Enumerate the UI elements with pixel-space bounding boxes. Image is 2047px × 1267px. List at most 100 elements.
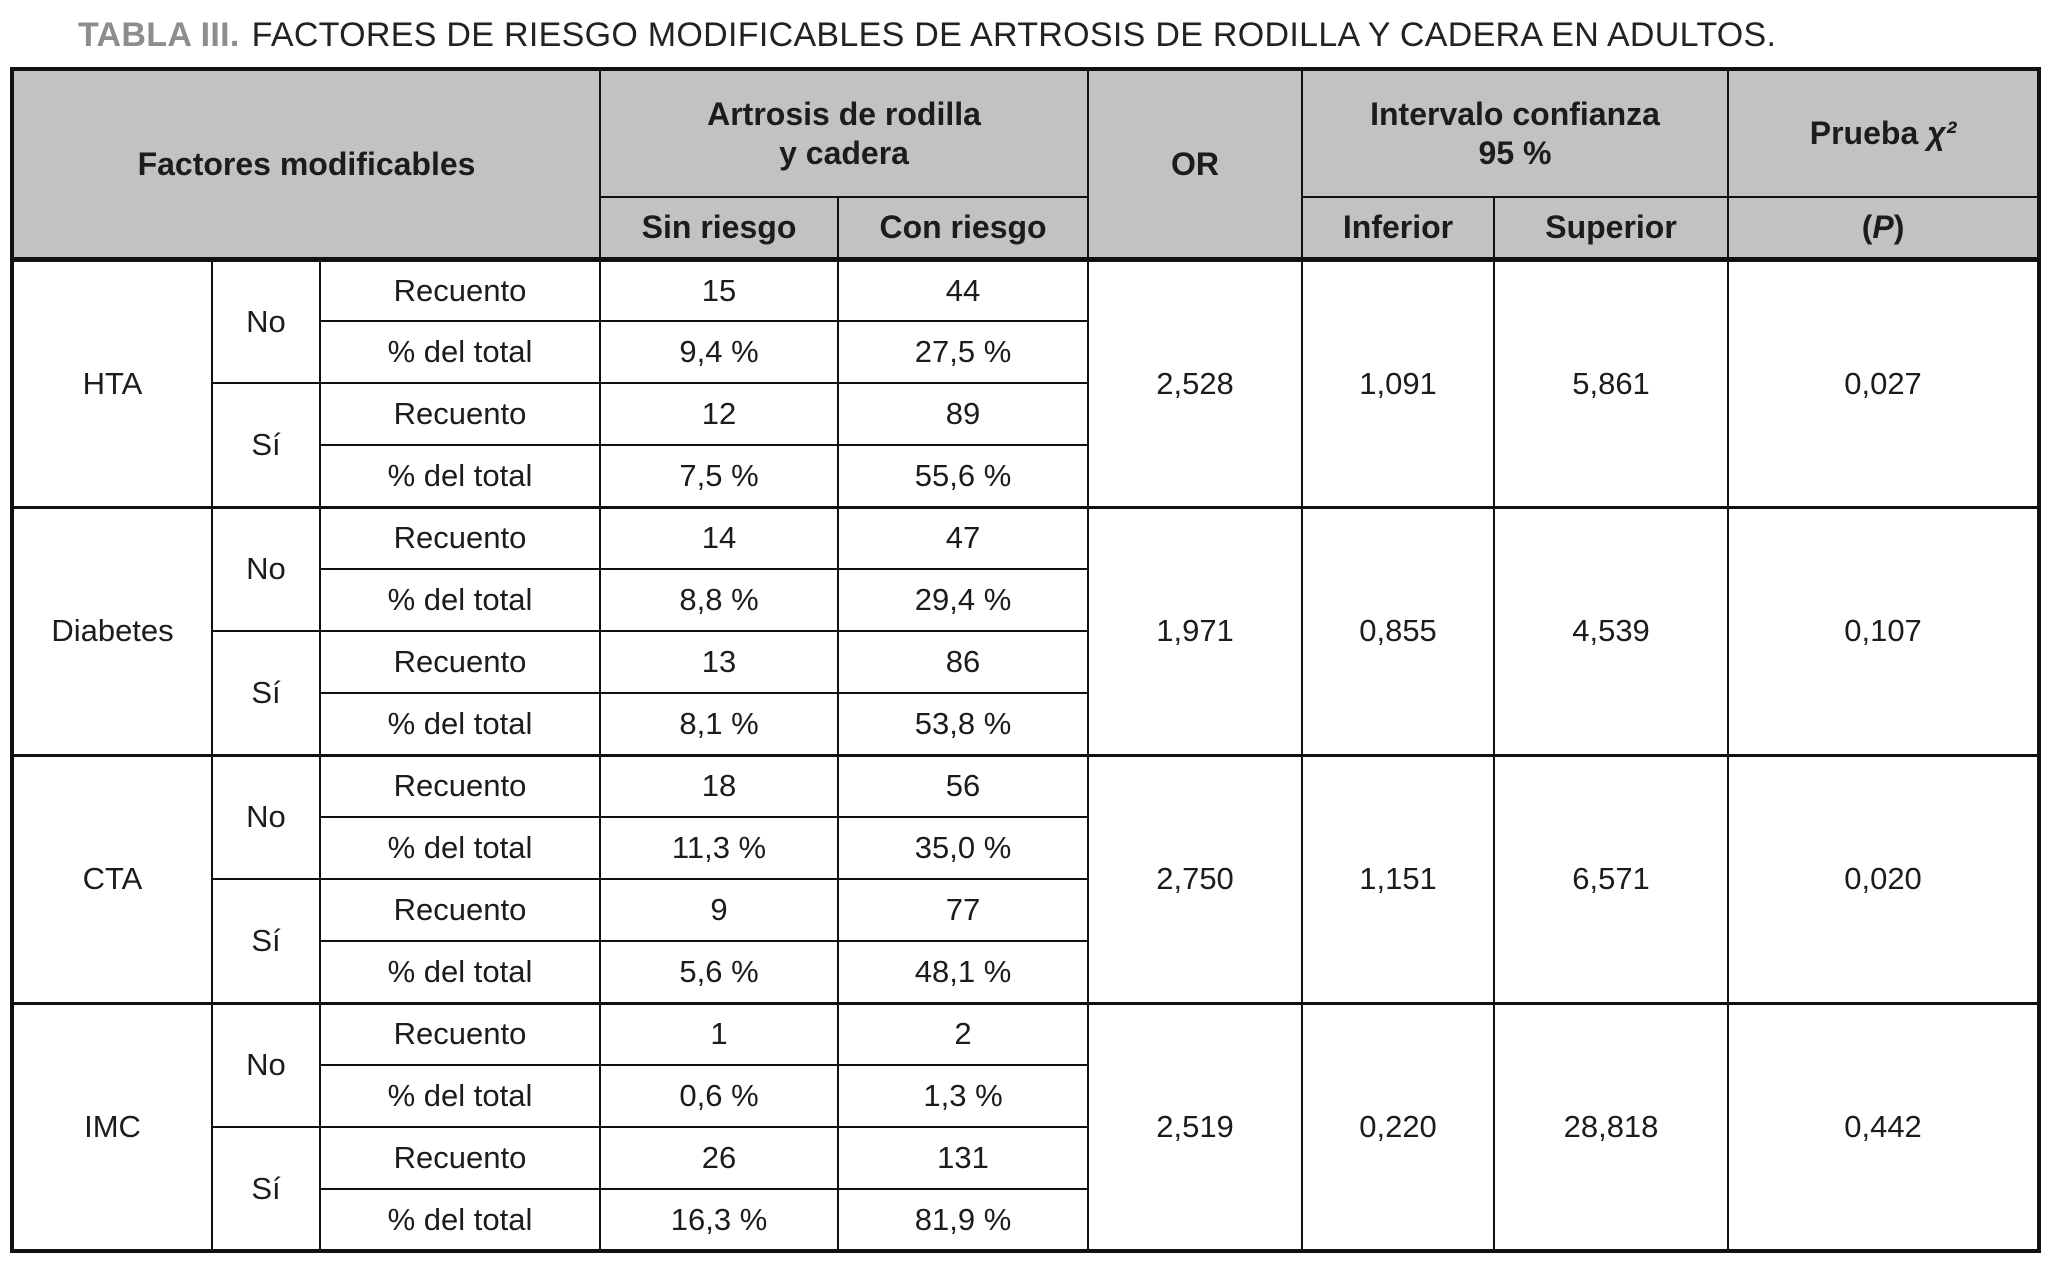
header-prueba-word: Prueba: [1809, 115, 1919, 152]
factor-cell-diabetes: Diabetes: [11, 505, 213, 756]
recuento-label: Recuento: [318, 256, 602, 322]
table-row: % del total 5,6 % 48,1 %: [12, 940, 2039, 1004]
value-sin-riesgo: 11,3 %: [599, 816, 840, 880]
table-caption: TABLA III. FACTORES DE RIESGO MODIFICABLE…: [78, 16, 2047, 55]
table-row: Sí Recuento 9 77: [12, 878, 2039, 1004]
answer-no-cell: No: [211, 1001, 321, 1128]
table-row: % del total 11,3 % 35,0 %: [12, 816, 2039, 880]
value-con-riesgo: 35,0 %: [837, 816, 1090, 880]
risk-factors-table: Factores modificables Artrosis de rodill…: [10, 67, 2042, 1253]
value-sin-riesgo: 12: [599, 382, 840, 446]
value-con-riesgo: 44: [837, 256, 1090, 322]
header-inferior: Inferior: [1301, 196, 1496, 260]
recuento-label: Recuento: [318, 382, 602, 446]
table-row: Diabetes No Recuento 14 47 1,971 0,855 4…: [11, 505, 2041, 756]
value-con-riesgo: 89: [837, 382, 1090, 446]
answer-si-cell: Sí: [211, 878, 321, 1004]
value-con-riesgo: 86: [837, 630, 1090, 694]
pct-label: % del total: [318, 444, 602, 508]
answer-si-cell: Sí: [211, 1126, 321, 1252]
value-sin-riesgo: 16,3 %: [599, 1188, 840, 1252]
header-p: (P): [1727, 196, 2041, 260]
or-value: 2,519: [1087, 1001, 1304, 1252]
table-row: % del total 16,3 % 81,9 %: [12, 1188, 2039, 1252]
p-paren-open: (: [1861, 209, 1873, 246]
value-sin-riesgo: 14: [599, 505, 840, 570]
recuento-label: Recuento: [318, 753, 602, 818]
chi-squared-symbol: χ²: [1927, 115, 1957, 152]
value-sin-riesgo: 8,8 %: [599, 568, 840, 632]
ci-inferior-value: 1,091: [1301, 256, 1496, 508]
p-value: 0,442: [1727, 1001, 2041, 1252]
header-sin-riesgo: Sin riesgo: [599, 196, 840, 260]
value-con-riesgo: 56: [837, 753, 1090, 818]
pct-label: % del total: [318, 940, 602, 1004]
p-paren-close: ): [1893, 209, 1905, 246]
ci-superior-value: 6,571: [1493, 753, 1730, 1004]
header-artrosis-rodilla-cadera: Artrosis de rodilla y cadera: [599, 68, 1090, 198]
value-con-riesgo: 27,5 %: [837, 320, 1090, 384]
header-con-riesgo: Con riesgo: [837, 196, 1090, 260]
answer-si-cell: Sí: [211, 630, 321, 756]
value-sin-riesgo: 9,4 %: [599, 320, 840, 384]
table-row: % del total 8,8 % 29,4 %: [12, 568, 2039, 632]
value-con-riesgo: 131: [837, 1126, 1090, 1190]
factor-cell-imc: IMC: [11, 1001, 213, 1252]
or-value: 2,528: [1087, 256, 1304, 508]
value-con-riesgo: 53,8 %: [837, 692, 1090, 756]
value-con-riesgo: 77: [837, 878, 1090, 942]
answer-si-cell: Sí: [211, 382, 321, 508]
value-con-riesgo: 81,9 %: [837, 1188, 1090, 1252]
value-con-riesgo: 47: [837, 505, 1090, 570]
value-sin-riesgo: 9: [599, 878, 840, 942]
table-row: HTA No Recuento 15 44 2,528 1,091 5,861 …: [11, 256, 2041, 508]
pct-label: % del total: [318, 692, 602, 756]
table-row: CTA No Recuento 18 56 2,750 1,151 6,571 …: [11, 753, 2041, 1004]
value-sin-riesgo: 8,1 %: [599, 692, 840, 756]
value-sin-riesgo: 13: [599, 630, 840, 694]
answer-no-cell: No: [211, 505, 321, 632]
p-value: 0,027: [1727, 256, 2041, 508]
value-sin-riesgo: 18: [599, 753, 840, 818]
value-sin-riesgo: 5,6 %: [599, 940, 840, 1004]
table-row: % del total 8,1 % 53,8 %: [12, 692, 2039, 756]
value-sin-riesgo: 7,5 %: [599, 444, 840, 508]
value-con-riesgo: 2: [837, 1001, 1090, 1066]
table-row: Sí Recuento 13 86: [12, 630, 2039, 756]
header-superior: Superior: [1493, 196, 1730, 260]
value-con-riesgo: 29,4 %: [837, 568, 1090, 632]
value-con-riesgo: 55,6 %: [837, 444, 1090, 508]
value-sin-riesgo: 1: [599, 1001, 840, 1066]
p-value: 0,020: [1727, 753, 2041, 1004]
ci-superior-value: 5,861: [1493, 256, 1730, 508]
value-sin-riesgo: 15: [599, 256, 840, 322]
value-con-riesgo: 48,1 %: [837, 940, 1090, 1004]
answer-no-cell: No: [211, 256, 321, 384]
recuento-label: Recuento: [318, 1126, 602, 1190]
table-row: IMC No Recuento 1 2 2,519 0,220 28,818 0…: [11, 1001, 2041, 1252]
ci-inferior-value: 0,855: [1301, 505, 1496, 756]
table-row: Sí Recuento 26 131: [12, 1126, 2039, 1252]
pct-label: % del total: [318, 320, 602, 384]
factor-cell-hta: HTA: [11, 256, 213, 508]
header-factores-modificables: Factores modificables: [10, 68, 602, 260]
or-value: 1,971: [1087, 505, 1304, 756]
header-or: OR: [1087, 68, 1304, 260]
p-letter: P: [1872, 209, 1894, 246]
ci-superior-value: 4,539: [1493, 505, 1730, 756]
ci-superior-value: 28,818: [1493, 1001, 1730, 1252]
table-caption-text: FACTORES DE RIESGO MODIFICABLES DE ARTRO…: [251, 16, 1777, 54]
pct-label: % del total: [318, 1188, 602, 1252]
recuento-label: Recuento: [318, 630, 602, 694]
header-prueba-chi2: Prueba χ²: [1727, 68, 2041, 198]
header-intervalo-confianza: Intervalo confianza 95 %: [1301, 68, 1730, 198]
recuento-label: Recuento: [318, 878, 602, 942]
table-row: % del total 7,5 % 55,6 %: [12, 444, 2039, 508]
answer-no-cell: No: [211, 753, 321, 880]
table-row: % del total 0,6 % 1,3 %: [12, 1064, 2039, 1128]
value-sin-riesgo: 26: [599, 1126, 840, 1190]
table-caption-number: TABLA III.: [78, 16, 240, 54]
pct-label: % del total: [318, 568, 602, 632]
recuento-label: Recuento: [318, 1001, 602, 1066]
factor-cell-cta: CTA: [11, 753, 213, 1004]
